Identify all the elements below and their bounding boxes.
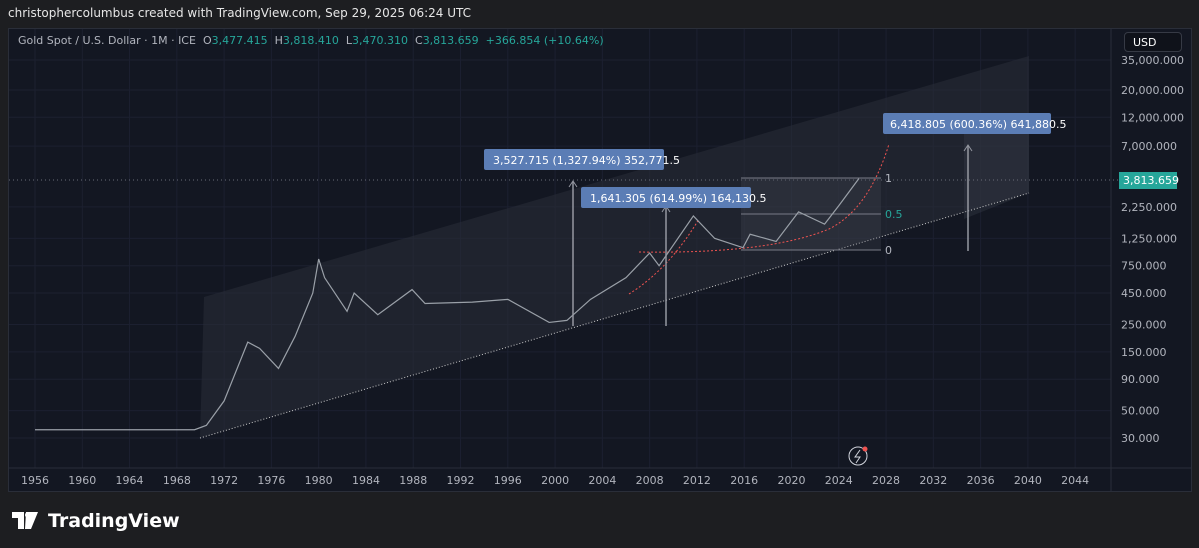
price-tick: 35,000.000 xyxy=(1121,54,1184,67)
time-tick: 2020 xyxy=(777,474,805,487)
time-tick: 1980 xyxy=(305,474,333,487)
measure-label-2: 1,641.305 (614.99%) 164,130.5 xyxy=(581,187,766,208)
lightning-icon[interactable] xyxy=(848,446,868,466)
measure-arrow-3[interactable] xyxy=(963,144,973,251)
price-axis[interactable]: 35,000.000 20,000.000 12,000.000 7,000.000 2… xyxy=(1121,54,1184,445)
price-tick: 20,000.000 xyxy=(1121,84,1184,97)
measure-arrow-1[interactable] xyxy=(568,180,578,326)
time-tick: 2024 xyxy=(825,474,853,487)
price-tick: 450.000 xyxy=(1121,287,1167,300)
fib-level-0: 0 xyxy=(885,244,892,257)
time-tick: 2040 xyxy=(1014,474,1042,487)
tradingview-logo[interactable]: TradingView xyxy=(12,510,180,532)
last-price-badge: 3,813.659 xyxy=(1119,172,1179,189)
price-series xyxy=(35,178,860,431)
time-tick: 1992 xyxy=(447,474,475,487)
chart-canvas[interactable]: 1 0.5 0 3,527.715 (1,327.94%) 352,771.5 … xyxy=(9,29,1191,491)
price-tick: 2,250.000 xyxy=(1121,201,1177,214)
time-tick: 1972 xyxy=(210,474,238,487)
fib-retracement[interactable]: 1 0.5 0 xyxy=(741,172,903,257)
measure-label-3: 6,418.805 (600.36%) 641,880.5 xyxy=(883,113,1066,134)
svg-text:3,813.659: 3,813.659 xyxy=(1123,174,1179,187)
time-tick: 1996 xyxy=(494,474,522,487)
time-tick: 2000 xyxy=(541,474,569,487)
time-axis[interactable]: 1956 1960 1964 1968 1972 1976 1980 1984 1988 1992… xyxy=(21,474,1089,487)
price-tick: 12,000.000 xyxy=(1121,111,1184,124)
time-tick: 2032 xyxy=(919,474,947,487)
parabolic-curve xyxy=(638,143,890,253)
change-value: +366.854 (+10.64%) xyxy=(485,34,604,47)
time-tick: 1976 xyxy=(257,474,285,487)
close-value: 3,813.659 xyxy=(422,34,479,47)
symbol-legend: Gold Spot / U.S. Dollar · 1M · ICE O3,47… xyxy=(18,34,604,47)
time-tick: 2004 xyxy=(588,474,616,487)
symbol-name[interactable]: Gold Spot / U.S. Dollar · 1M · ICE xyxy=(18,34,196,47)
svg-text:6,418.805 (600.36%) 641,880.5: 6,418.805 (600.36%) 641,880.5 xyxy=(890,118,1066,131)
price-tick: 250.000 xyxy=(1121,319,1167,332)
projection-box xyxy=(964,129,1029,219)
time-tick: 1964 xyxy=(116,474,144,487)
high-value: 3,818.410 xyxy=(282,34,339,47)
price-tick: 90.000 xyxy=(1121,373,1160,386)
measure-label-1: 3,527.715 (1,327.94%) 352,771.5 xyxy=(484,149,680,170)
time-tick: 2036 xyxy=(967,474,995,487)
price-tick: 50.000 xyxy=(1121,405,1160,418)
fib-level-05: 0.5 xyxy=(885,208,903,221)
channel-fill xyxy=(200,56,1029,438)
time-tick: 1984 xyxy=(352,474,380,487)
chart-panel[interactable]: 1 0.5 0 3,527.715 (1,327.94%) 352,771.5 … xyxy=(8,28,1192,492)
tradingview-logo-icon xyxy=(12,512,38,529)
time-tick: 2008 xyxy=(636,474,664,487)
svg-text:1,641.305 (614.99%) 164,130.5: 1,641.305 (614.99%) 164,130.5 xyxy=(590,192,766,205)
fib-level-1: 1 xyxy=(885,172,892,185)
price-tick: 7,000.000 xyxy=(1121,140,1177,153)
price-tick: 1,250.000 xyxy=(1121,232,1177,245)
time-tick: 2012 xyxy=(683,474,711,487)
svg-text:3,527.715 (1,327.94%) 352,771.: 3,527.715 (1,327.94%) 352,771.5 xyxy=(493,154,680,167)
price-tick: 750.000 xyxy=(1121,260,1167,273)
time-tick: 1988 xyxy=(399,474,427,487)
chart-attribution: christophercolumbus created with Trading… xyxy=(8,6,472,20)
channel-lower-line xyxy=(199,192,1030,439)
time-tick: 1956 xyxy=(21,474,49,487)
currency-button[interactable]: USD xyxy=(1124,32,1182,52)
time-tick: 1968 xyxy=(163,474,191,487)
open-value: 3,477.415 xyxy=(211,34,268,47)
low-value: 3,470.310 xyxy=(352,34,408,47)
time-tick: 2044 xyxy=(1061,474,1089,487)
time-tick: 2016 xyxy=(730,474,758,487)
time-tick: 1960 xyxy=(68,474,96,487)
price-tick: 30.000 xyxy=(1121,432,1160,445)
time-tick: 2028 xyxy=(872,474,900,487)
price-tick: 150.000 xyxy=(1121,346,1167,359)
